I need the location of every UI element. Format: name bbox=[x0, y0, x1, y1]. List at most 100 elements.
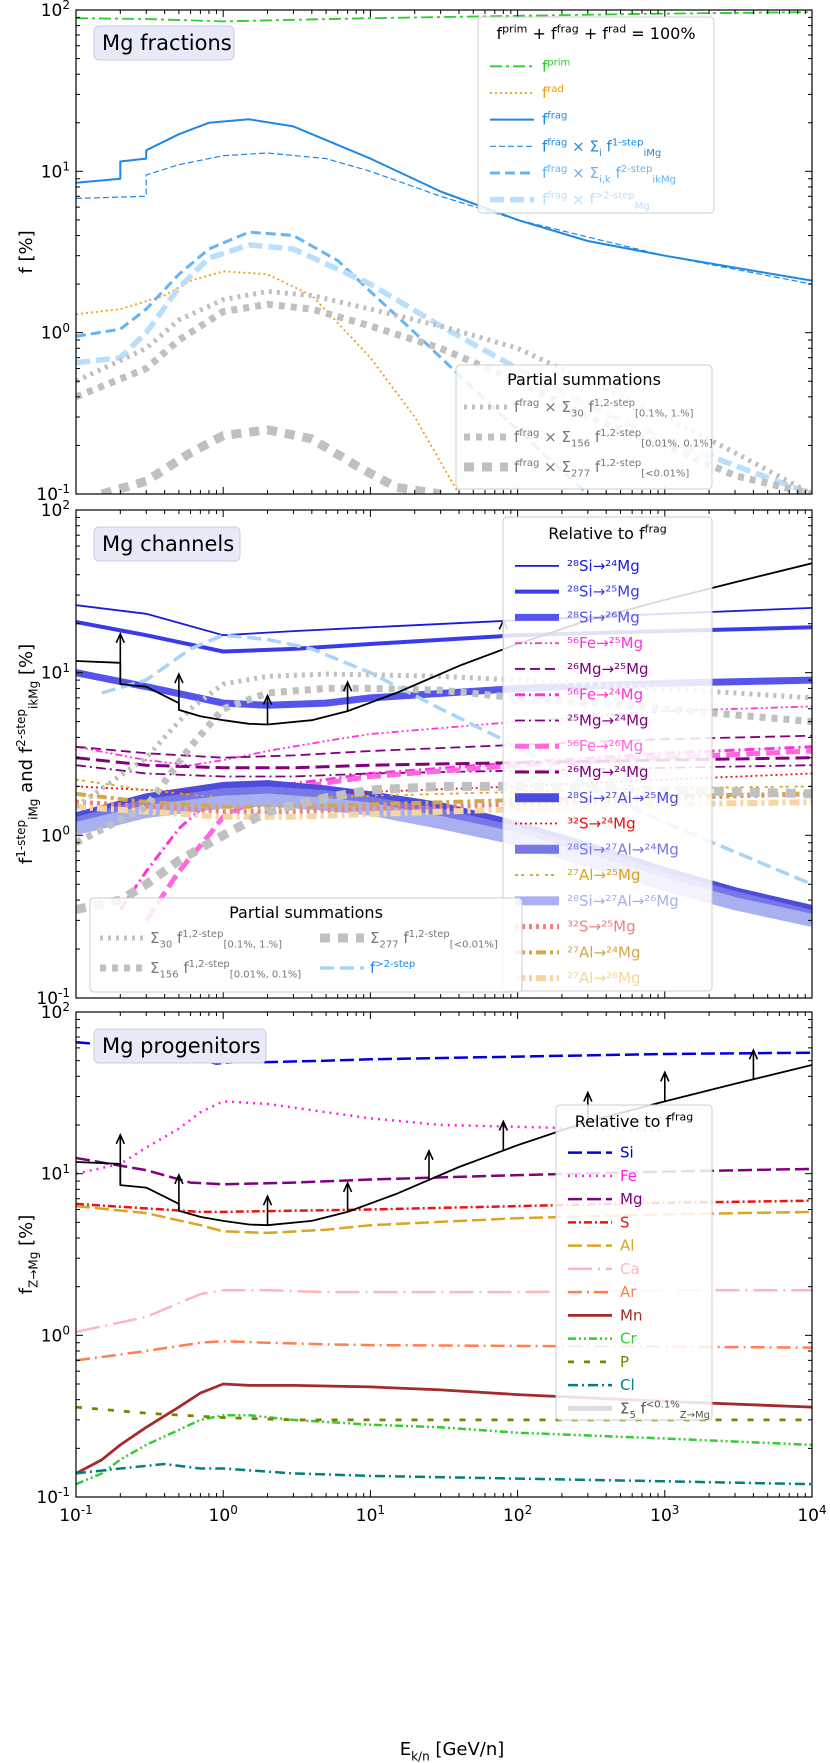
series-line-4 bbox=[76, 230, 589, 494]
legend-label: Fe bbox=[620, 1167, 637, 1185]
series-line-4 bbox=[76, 734, 812, 759]
legend-title: Relative to ffrag bbox=[548, 523, 667, 543]
partial-summations-legend: Partial summations Σ30 f1,2-step[0.1%, 1.… bbox=[89, 897, 523, 993]
y-tick-label: 101 bbox=[41, 1162, 70, 1185]
legend-label: Σ277 f1,2-step[<0.01%] bbox=[370, 929, 498, 951]
y-tick-label: 100 bbox=[41, 1324, 70, 1347]
threshold-arrow bbox=[262, 1194, 273, 1226]
threshold-arrow bbox=[498, 1119, 509, 1151]
threshold-arrow bbox=[174, 672, 184, 704]
legend-title: Relative to ffrag bbox=[575, 1111, 694, 1131]
legend-label: ²⁶Mg→²⁴Mg bbox=[567, 763, 649, 781]
y-axis-label: f [%] bbox=[16, 230, 37, 273]
legend-label: ffrag × Σ277 f1,2-step[<0.01%] bbox=[514, 458, 689, 480]
axes-frame bbox=[75, 1011, 813, 1498]
threshold-arrow bbox=[115, 631, 126, 663]
legend-label: Ar bbox=[620, 1283, 637, 1301]
x-axis-label: Ek/n [GeV/n] bbox=[400, 1739, 505, 1763]
legend-label: Mg bbox=[620, 1190, 642, 1208]
y-tick-label: 102 bbox=[41, 0, 70, 21]
threshold-arrow bbox=[748, 1048, 759, 1080]
threshold-arrow bbox=[342, 680, 353, 712]
legend-label: frad bbox=[542, 84, 564, 102]
legend-label: P bbox=[620, 1353, 629, 1371]
series-line-6 bbox=[76, 1339, 812, 1362]
series-line-15 bbox=[76, 791, 812, 809]
legend-label: ffrag bbox=[542, 111, 567, 129]
partial-summations-legend: Partial summations ffrag × Σ30 f1,2-step[… bbox=[455, 364, 713, 490]
y-axis-label: f1-stepiMg and f2-stepikMg [%] bbox=[14, 644, 41, 864]
legend-title: Partial summations bbox=[507, 370, 661, 389]
x-tick-label: 104 bbox=[797, 1503, 826, 1526]
threshold-arrow bbox=[660, 1070, 670, 1102]
panel-title: Mg channels bbox=[102, 532, 234, 556]
y-tick-label: 102 bbox=[41, 1000, 70, 1023]
legend-title: Partial summations bbox=[229, 903, 383, 922]
legend-label: ⁵⁶Fe→²⁴Mg bbox=[567, 686, 643, 704]
legend-label: Si bbox=[620, 1144, 634, 1162]
legend-label: ffrag × f>2-stepMg bbox=[542, 191, 650, 213]
threshold-arrow bbox=[342, 1180, 353, 1212]
legend-label: ²⁸Si→²⁵Mg bbox=[567, 583, 640, 601]
y-tick-label: 101 bbox=[41, 160, 70, 183]
series-line-1 bbox=[76, 1100, 665, 1175]
x-tick-label: 100 bbox=[209, 1503, 238, 1526]
y-tick-label: 101 bbox=[41, 661, 70, 684]
legend-label: ⁵⁶Fe→²⁵Mg bbox=[567, 634, 643, 652]
threshold-arrow bbox=[174, 1172, 184, 1204]
legend-label: Al bbox=[620, 1237, 634, 1255]
threshold-arrow bbox=[115, 1132, 126, 1164]
legend-label: Σ156 f1,2-step[0.01%, 0.1%] bbox=[150, 959, 301, 981]
legend-label: f>2-step bbox=[370, 959, 415, 977]
legend-label: Σ5 f<0.1%Z→Mg bbox=[620, 1399, 710, 1421]
legend-label: ³²S→²⁵Mg bbox=[567, 918, 636, 936]
panel-title-box bbox=[93, 526, 241, 562]
legend-title: fprim + ffrag + frad = 100% bbox=[496, 23, 695, 43]
axes-frame bbox=[75, 509, 813, 999]
legend-label: ffrag × Σ30 f1,2-step[0.1%, 1.%] bbox=[514, 398, 694, 420]
axes-frame bbox=[75, 9, 813, 495]
legend-label: ²⁷Al→²⁴Mg bbox=[567, 943, 641, 961]
legend: fprim + ffrag + frad = 100% fprim frad ffra… bbox=[477, 16, 715, 214]
legend-label: ²⁷Al→²⁵Mg bbox=[567, 866, 641, 884]
series-line-1 bbox=[76, 270, 460, 494]
y-tick-label: 102 bbox=[41, 498, 70, 521]
series-line-7 bbox=[76, 1382, 812, 1475]
x-tick-label: 101 bbox=[356, 1503, 385, 1526]
legend-label: Cr bbox=[620, 1330, 637, 1348]
legend-label: ²⁶Mg→²⁵Mg bbox=[567, 660, 649, 678]
legend-label: ²⁸Si→²⁶Mg bbox=[567, 608, 640, 626]
legend-label: ffrag × Σi,k f2-stepikMg bbox=[542, 164, 676, 186]
panel-title: Mg fractions bbox=[102, 31, 232, 55]
threshold-arrow bbox=[262, 693, 273, 725]
legend-label: ²⁸Si→²⁷Al→²⁴Mg bbox=[567, 840, 679, 858]
legend-label: ⁵⁶Fe→²⁶Mg bbox=[567, 737, 643, 755]
panel-2: 10-1 100 101 102 f1-stepiMg and f2-stepikMg … bbox=[14, 498, 813, 1009]
threshold-arrow bbox=[424, 1148, 434, 1180]
series-line-0 bbox=[76, 11, 812, 23]
y-axis-label: fZ→Mg [%] bbox=[16, 1215, 40, 1294]
legend-label: Mn bbox=[620, 1306, 642, 1324]
legend-label: S bbox=[620, 1213, 630, 1231]
legend: Relative to ffrag Si Fe Mg S Al Ca Ar Mn Cr P Cl Σ5 … bbox=[555, 1104, 713, 1421]
series-line-8 bbox=[76, 1414, 812, 1486]
x-tick-label: 102 bbox=[503, 1503, 532, 1526]
legend-label: ²⁸Si→²⁴Mg bbox=[567, 557, 640, 575]
panel-title: Mg progenitors bbox=[102, 1034, 261, 1058]
y-tick-label: 100 bbox=[41, 824, 70, 847]
series-line-8 bbox=[100, 425, 442, 494]
legend-label: ²⁷Al→²⁶Mg bbox=[567, 969, 641, 987]
series-line-16 bbox=[76, 799, 812, 820]
legend-label: Σ30 f1,2-step[0.1%, 1.%] bbox=[150, 929, 282, 951]
legend-label: Cl bbox=[620, 1376, 635, 1394]
x-tick-label: 103 bbox=[650, 1503, 679, 1526]
legend-label: ²⁵Mg→²⁴Mg bbox=[567, 711, 649, 729]
panel-1: 10-1 100 101 102 f [%] Mg fractions fprim + ff… bbox=[16, 0, 813, 505]
panel-3: 10-1 100 101 102 10-1 100 101 102 103 104 fZ→Mg [%… bbox=[16, 1000, 827, 1526]
panel-title-box bbox=[93, 1028, 267, 1064]
series-line-10 bbox=[76, 1462, 812, 1486]
legend: Relative to ffrag ²⁸Si→²⁴Mg ²⁸Si→²⁵Mg ²⁸Si→… bbox=[502, 516, 713, 992]
y-tick-label: 100 bbox=[41, 321, 70, 344]
legend-label: ffrag × Σ156 f1,2-step[0.01%, 0.1%] bbox=[514, 428, 713, 450]
